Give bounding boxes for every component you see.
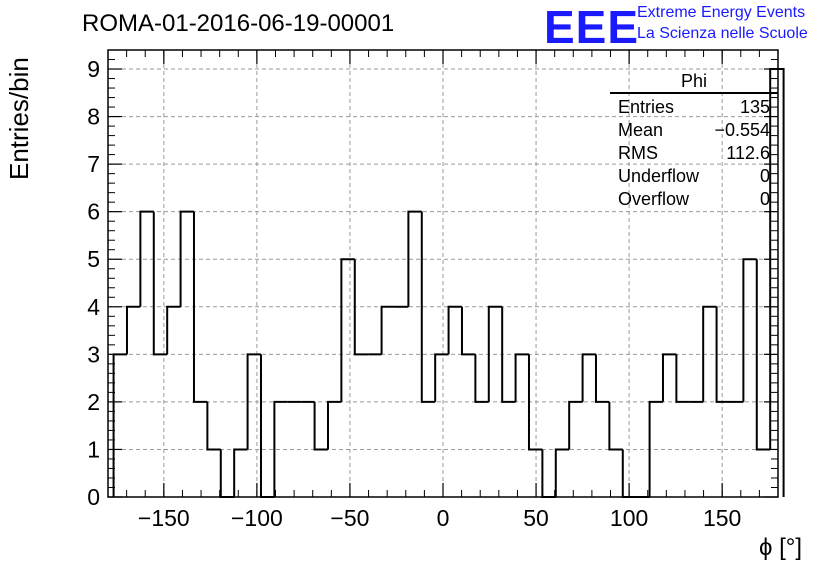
histogram-bin [769, 68, 785, 497]
stats-row-overflow: Overflow 0 [610, 188, 778, 211]
histogram-bin [447, 305, 462, 355]
histogram-bin [326, 400, 342, 450]
histogram-bin [527, 354, 543, 451]
histogram-bin [675, 354, 690, 403]
histogram-bin [233, 448, 248, 497]
y-tick-label: 0 [87, 484, 100, 510]
histogram-bin [152, 211, 168, 356]
y-tick-label: 6 [87, 199, 100, 225]
histogram-bin [702, 305, 717, 402]
histogram-bin [420, 211, 436, 403]
histogram-bin [742, 258, 757, 402]
stats-value: 0 [759, 166, 770, 186]
x-tick-label: 100 [610, 505, 648, 531]
histogram-bin [259, 354, 275, 498]
y-axis-label: Entries/bin [4, 57, 34, 180]
histogram-bin [487, 305, 503, 402]
histogram-bin [501, 306, 516, 403]
histogram-bin [179, 210, 194, 307]
histogram-bin [380, 305, 395, 355]
histogram-bin [581, 353, 596, 402]
logo-line-1: Extreme Energy Events [637, 4, 806, 21]
histogram-bin [474, 354, 489, 403]
x-tick-label: 50 [523, 505, 549, 531]
histogram-bin [192, 211, 208, 403]
stats-title: Phi [610, 71, 778, 94]
stats-row-rms: RMS 112.6 [610, 142, 778, 165]
histogram-bin [541, 449, 556, 498]
x-tick-label: −100 [231, 505, 283, 531]
stats-label: Overflow [618, 189, 690, 209]
stats-value: 0 [759, 189, 770, 209]
histogram-bin [340, 258, 355, 402]
histogram-bin [313, 401, 328, 451]
x-axis-label: ϕ [°] [758, 534, 802, 561]
y-tick-label: 5 [87, 246, 100, 272]
y-tick-label: 9 [87, 56, 100, 82]
eee-logo: EEE [544, 1, 640, 53]
histogram-bin [206, 401, 221, 451]
histogram-bin [125, 305, 141, 355]
x-tick-label: −50 [330, 505, 369, 531]
stats-label: RMS [618, 143, 658, 163]
chart-title: ROMA-01-2016-06-19-00001 [82, 10, 395, 37]
y-tick-label: 1 [87, 436, 100, 462]
histogram-bin [514, 353, 529, 402]
histogram-bin [608, 401, 623, 451]
histogram-bin [219, 449, 235, 498]
stats-row-entries: Entries 135 [610, 96, 778, 119]
stats-row-mean: Mean −0.554 [610, 119, 778, 142]
x-tick-label: −150 [138, 505, 190, 531]
stats-value: 112.6 [726, 143, 770, 163]
stats-row-underflow: Underflow 0 [610, 165, 778, 188]
y-tick-label: 8 [87, 104, 100, 130]
histogram-bin [273, 400, 288, 497]
logo-caption: Extreme Energy Events La Scienza nelle S… [637, 2, 808, 44]
histogram-bin [661, 353, 677, 402]
histogram-bin [568, 400, 583, 450]
histogram-bin [166, 305, 181, 355]
stats-value: −0.554 [714, 120, 770, 140]
histogram-bin [112, 353, 127, 497]
logo-line-2: La Scienza nelle Scuole [637, 25, 808, 42]
histogram-bin [648, 400, 663, 497]
histogram-bin [715, 306, 730, 403]
y-tick-label: 2 [87, 389, 100, 415]
histogram-bin [460, 306, 476, 356]
y-tick-label: 3 [87, 341, 100, 367]
y-tick-label: 4 [87, 294, 100, 320]
y-tick-label: 7 [87, 151, 100, 177]
x-tick-label: 0 [437, 505, 450, 531]
histogram-bin [434, 353, 449, 402]
histogram-bin [621, 449, 637, 498]
histogram-bin [594, 354, 610, 403]
stats-label: Mean [618, 120, 664, 140]
x-tick-label: 150 [703, 505, 741, 531]
stats-value: 135 [739, 97, 770, 117]
stats-label: Underflow [618, 166, 700, 186]
stats-box: Phi Entries 135 Mean −0.554 RMS 112.6 Un… [610, 71, 778, 211]
histogram-bin [755, 259, 771, 451]
histogram-bin [407, 210, 422, 307]
histogram-bin [554, 448, 570, 497]
histogram-bin [353, 259, 369, 356]
histogram-bin [246, 353, 261, 450]
histogram-bin [139, 210, 154, 307]
stats-label: Entries [618, 97, 675, 117]
